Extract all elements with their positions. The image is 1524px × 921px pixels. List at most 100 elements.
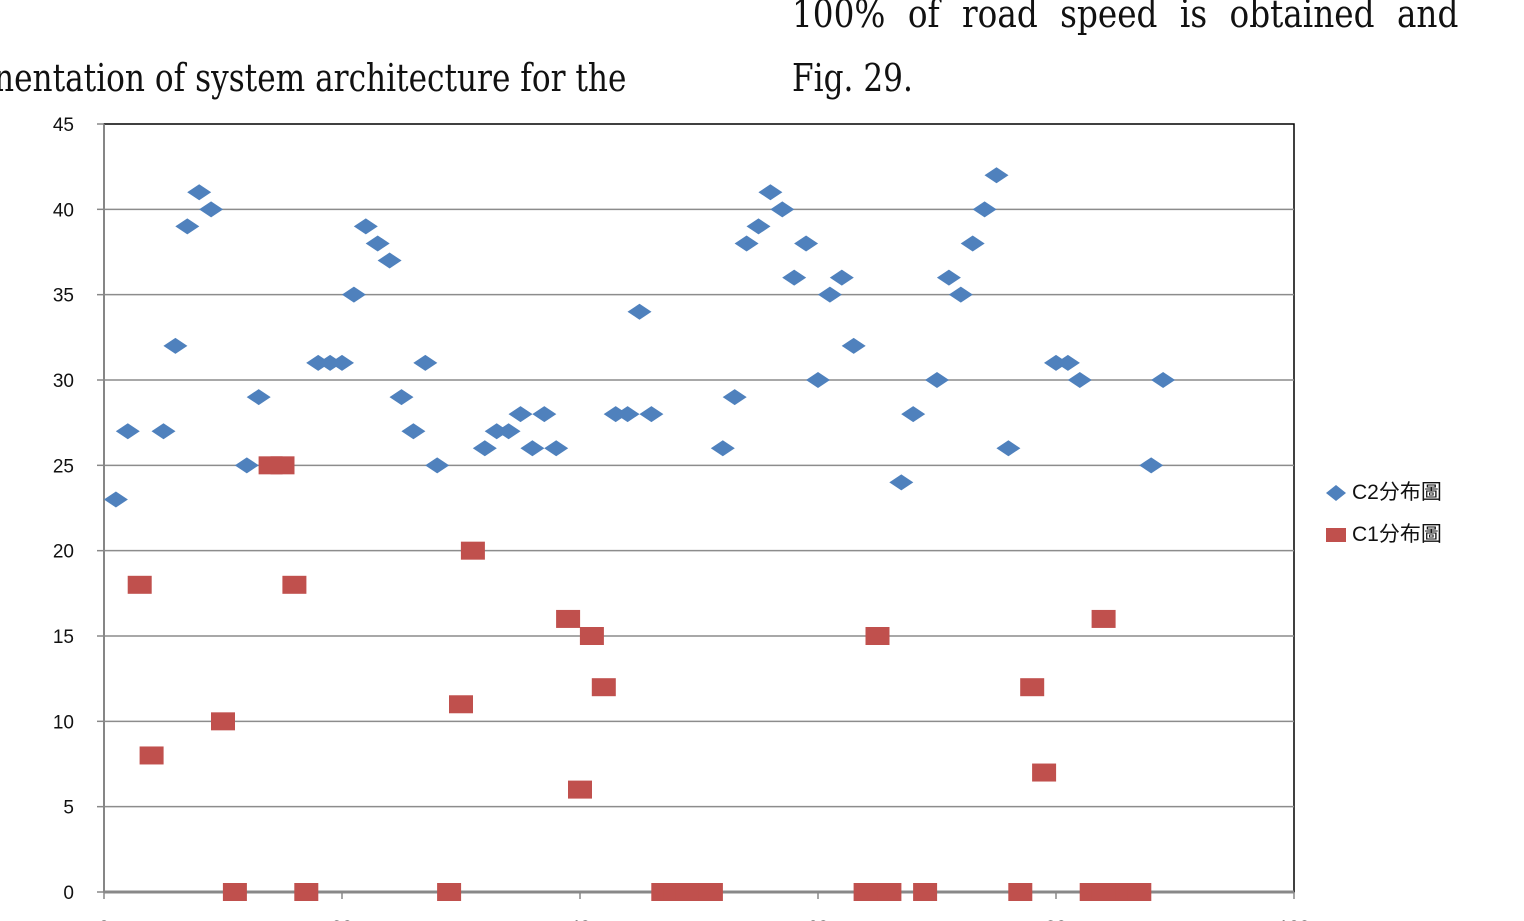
c2-point <box>925 372 949 388</box>
y-tick-label: 35 <box>53 286 74 307</box>
c2-point <box>734 235 759 252</box>
c1-point <box>460 541 485 560</box>
c2-point <box>841 337 866 354</box>
c2-point <box>984 167 1009 184</box>
c2-point <box>615 406 640 423</box>
c2-point <box>425 457 450 474</box>
c2-point <box>996 440 1021 457</box>
c2-point <box>187 184 212 201</box>
c1-point <box>1008 883 1033 901</box>
c2-point <box>115 423 140 440</box>
c1-point <box>294 883 319 901</box>
c1-point <box>1091 609 1116 628</box>
c1-point <box>127 575 152 594</box>
c1-point <box>222 883 247 901</box>
c2-point <box>746 218 771 235</box>
c1-point <box>139 746 164 765</box>
c2-point <box>532 406 557 423</box>
c1-point <box>1020 678 1045 697</box>
c2-point <box>901 406 926 423</box>
x-tick-label: 100 <box>1278 918 1310 921</box>
legend-c2-label: C2分布圖 <box>1352 481 1442 504</box>
c2-point <box>1055 354 1080 371</box>
legend-c1-label: C1分布圖 <box>1352 523 1442 546</box>
c2-point <box>413 354 438 371</box>
x-tick-label: 20 <box>331 918 352 921</box>
c1-point <box>437 883 462 901</box>
paper-text-right-2: Fig. 29. <box>792 56 913 100</box>
c2-point <box>948 286 973 303</box>
c1-point <box>1032 763 1057 782</box>
c1-point <box>282 575 307 594</box>
y-tick-label: 0 <box>63 883 74 904</box>
c1-point <box>579 627 604 645</box>
c2-point <box>972 201 997 218</box>
c2-point <box>806 372 830 388</box>
c2-point <box>889 474 914 491</box>
c2-point <box>829 269 854 286</box>
c1-point <box>270 456 295 475</box>
c2-point <box>330 354 354 371</box>
c2-point <box>353 218 378 235</box>
c2-point <box>508 406 533 423</box>
c2-point <box>544 440 569 457</box>
c2-point <box>960 235 985 252</box>
c2-point <box>401 423 426 440</box>
c1-point <box>865 627 890 645</box>
y-tick-label: 20 <box>53 542 74 563</box>
c2-point <box>936 269 961 286</box>
y-tick-label: 30 <box>53 371 74 392</box>
plot-area <box>103 123 1295 893</box>
c1-point <box>1127 883 1152 901</box>
x-tick-label: 40 <box>569 918 590 921</box>
y-tick-label: 45 <box>53 115 74 136</box>
y-tick-label: 40 <box>53 200 74 221</box>
legend-c1-marker <box>1326 528 1346 542</box>
y-tick-label: 5 <box>63 798 74 819</box>
c2-point <box>782 269 807 286</box>
c1-point <box>913 883 938 901</box>
c2-point <box>627 303 652 320</box>
c2-point <box>496 423 521 440</box>
c1-point <box>568 780 592 799</box>
c2-point <box>163 337 188 354</box>
c1-point <box>556 609 581 628</box>
y-tick-label: 25 <box>53 456 74 477</box>
c2-point <box>1139 457 1164 474</box>
y-tick-label: 15 <box>53 627 74 648</box>
paper-text-left: nentation of system architecture for the <box>0 56 627 100</box>
c2-point <box>377 252 402 269</box>
c2-point <box>389 389 414 406</box>
c2-point <box>246 389 271 406</box>
c2-point <box>758 184 783 201</box>
c2-point <box>1151 372 1176 388</box>
c2-point <box>151 423 176 440</box>
y-tick-label: 10 <box>53 712 74 733</box>
c2-point <box>341 286 366 303</box>
c2-point <box>199 201 224 218</box>
c1-point <box>211 712 235 731</box>
c1-point <box>877 883 902 901</box>
c2-point <box>794 235 819 252</box>
c2-point <box>472 440 497 457</box>
legend: C2分布圖 C1分布圖 <box>1326 481 1442 546</box>
c2-point <box>103 491 128 508</box>
c2-point <box>520 440 545 457</box>
x-tick-label: 80 <box>1045 918 1066 921</box>
c1-point <box>698 883 723 901</box>
c2-point <box>639 406 664 423</box>
x-tick-label: 60 <box>807 918 828 921</box>
c2-point <box>365 235 390 252</box>
c2-point <box>722 389 747 406</box>
c2-point <box>770 201 795 218</box>
c2-point <box>175 218 200 235</box>
c2-point <box>1067 372 1092 388</box>
paper-text-right-1: 100% of road speed is obtained and <box>792 0 1459 36</box>
c1-point <box>449 695 473 714</box>
c2-point <box>817 286 842 303</box>
c2-point <box>710 440 735 457</box>
c1-point <box>591 678 616 697</box>
x-tick-label: 0 <box>99 918 110 921</box>
legend-c2-marker <box>1326 485 1346 501</box>
